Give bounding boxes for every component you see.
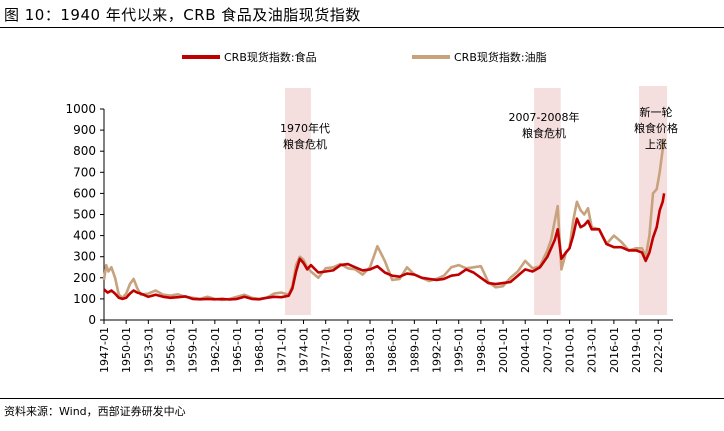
- x-tick-label: 2007-01: [541, 327, 554, 373]
- x-tick-label: 1989-01: [408, 327, 421, 373]
- x-tick-label: 1986-01: [386, 327, 399, 373]
- y-axis: 0 100 200 300 400 500 600 700 800 900 1000: [65, 102, 105, 327]
- annotation-text: 新一轮: [640, 105, 673, 119]
- x-tick-label: 1980-01: [342, 327, 355, 373]
- y-tick-label: 800: [73, 144, 96, 158]
- y-tick-label: 500: [73, 208, 96, 222]
- x-tick-label: 2001-01: [497, 327, 510, 373]
- y-tick-label: 900: [73, 123, 96, 137]
- x-tick-label: 1983-01: [364, 327, 377, 373]
- x-tick-label: 1959-01: [187, 327, 200, 373]
- source-note: 资料来源：Wind，西部证券研发中心: [4, 405, 186, 418]
- source-divider: [0, 398, 724, 399]
- x-tick-label: 1953-01: [142, 327, 155, 373]
- x-tick-label: 1950-01: [120, 327, 133, 373]
- legend: CRB现货指数:食品 CRB现货指数:油脂: [182, 50, 547, 64]
- x-tick-label: 1962-01: [209, 327, 222, 373]
- y-tick-label: 100: [73, 292, 96, 306]
- x-tick-label: 2019-01: [630, 327, 643, 373]
- y-tick-label: 0: [88, 313, 96, 327]
- y-tick-label: 300: [73, 250, 96, 264]
- figure-title: 图 10：1940 年代以来，CRB 食品及油脂现货指数: [4, 6, 361, 24]
- legend-label: CRB现货指数:油脂: [454, 50, 547, 64]
- annotation-text: 粮食危机: [522, 126, 566, 140]
- annotation-text: 粮食价格: [634, 121, 678, 135]
- x-tick-label: 1968-01: [253, 327, 266, 373]
- x-tick-label: 1977-01: [320, 327, 333, 373]
- shade-band: [534, 88, 561, 315]
- y-tick-label: 200: [73, 271, 96, 285]
- annotation-text: 1970年代: [280, 121, 330, 135]
- x-tick-label: 1956-01: [165, 327, 178, 373]
- y-tick-label: 1000: [65, 102, 96, 116]
- title-divider: [0, 27, 724, 28]
- x-tick-label: 2010-01: [564, 327, 577, 373]
- x-tick-label: 1965-01: [231, 327, 244, 373]
- x-tick-label: 2022-01: [652, 327, 665, 373]
- shade-band: [285, 88, 311, 315]
- y-tick-label: 600: [73, 186, 96, 200]
- x-tick-label: 1947-01: [98, 327, 111, 373]
- annotation-text: 2007-2008年: [509, 110, 580, 124]
- legend-label: CRB现货指数:食品: [224, 50, 317, 64]
- x-tick-label: 1974-01: [298, 327, 311, 373]
- x-tick-label: 2004-01: [519, 327, 532, 373]
- x-tick-label: 1995-01: [453, 327, 466, 373]
- x-tick-label: 1998-01: [475, 327, 488, 373]
- annotation-text: 上涨: [645, 138, 667, 151]
- x-axis: 1947-01 1950-01 1953-01 1956-01 1959-01 1962-…: [98, 319, 673, 373]
- y-tick-label: 400: [73, 229, 96, 243]
- x-tick-label: 1992-01: [431, 327, 444, 373]
- chart: 0 100 200 300 400 500 600 700 800 900 1000 1947-01…: [65, 50, 678, 373]
- annotation-text: 粮食危机: [283, 137, 327, 151]
- x-tick-label: 1971-01: [275, 327, 288, 373]
- shaded-periods: [285, 86, 668, 315]
- x-tick-label: 2013-01: [586, 327, 599, 373]
- x-tick-label: 2016-01: [608, 327, 621, 373]
- y-tick-label: 700: [73, 165, 96, 179]
- series-line-food: [103, 193, 666, 301]
- series-line-oils: [102, 138, 666, 302]
- series-lines: [102, 138, 666, 302]
